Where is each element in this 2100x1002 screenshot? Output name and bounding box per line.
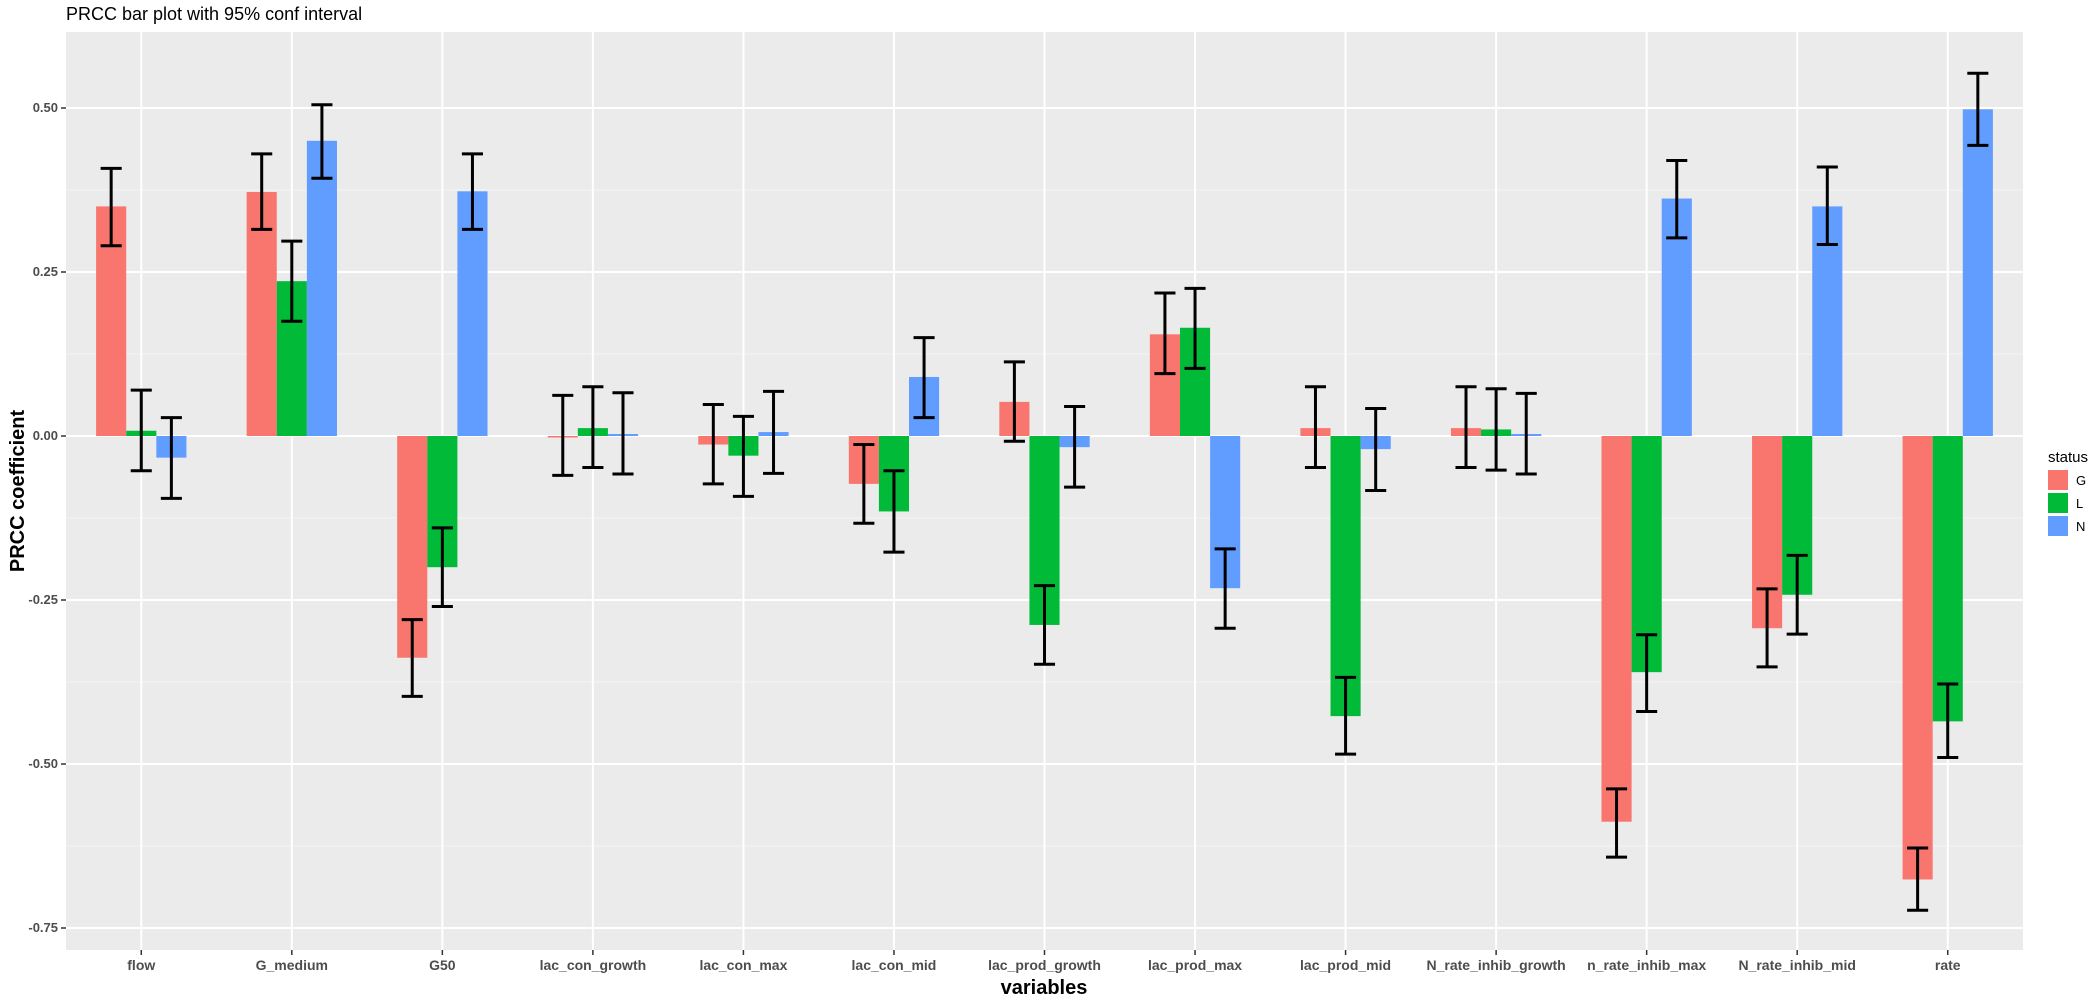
y-tick-label: 0.00 [33,428,58,443]
error-bar [1154,291,1176,376]
bar-l [1330,436,1361,717]
error-bar [1937,682,1959,759]
x-tick-label: flow [127,957,155,973]
bar-n [306,140,337,437]
bar-l [1631,436,1662,673]
error-bar [311,103,333,180]
legend-swatch-l [2048,493,2068,513]
error-bar [582,385,604,469]
x-tick-label: N_rate_inhib_growth [1426,957,1565,973]
error-bar [281,239,303,323]
legend-label-l: L [2076,496,2083,511]
legend-swatch-g [2048,470,2068,490]
chart-title: PRCC bar plot with 95% conf interval [66,4,363,24]
error-bar [1064,404,1086,489]
error-bar [762,389,785,475]
error-bar [1967,71,1989,147]
error-bar [1485,387,1507,472]
x-tick-label: n_rate_inhib_max [1587,957,1706,973]
error-bar [1365,406,1387,492]
y-tick-label: -0.50 [28,756,58,771]
error-bar [732,414,754,498]
grid-lines [66,32,2023,950]
error-bar [1816,165,1838,246]
error-bar [1756,587,1778,669]
error-bar [130,388,152,473]
bar-g [246,191,277,436]
x-tick-label: rate [1935,957,1961,973]
error-bar [1907,846,1929,912]
error-bar [913,336,935,420]
x-axis-ticks: flow G_medium G50 lac_con_growth lac_con_max… [127,950,1961,973]
x-tick-label: lac_con_max [699,957,787,973]
error-bar [160,416,182,500]
error-bar [1335,675,1357,756]
x-tick-label: lac_con_growth [540,957,647,973]
error-bar [1636,633,1658,714]
error-bar [461,152,483,231]
x-tick-label: N_rate_inhib_mid [1738,957,1855,973]
error-bar [1003,360,1025,443]
error-bar [431,526,453,609]
error-bar [100,166,122,248]
legend: status GLN [2048,449,2088,536]
y-tick-label: -0.75 [28,920,58,935]
y-tick-label: -0.25 [28,592,58,607]
error-bar [702,403,724,486]
bar-n [1962,109,1993,436]
error-bar [1515,391,1537,476]
error-bars [100,71,1989,912]
error-bar [1606,787,1628,859]
y-axis-ticks: 0.50 0.25 0.00 -0.25 -0.50 -0.75 [28,100,66,935]
error-bar [1666,158,1688,240]
x-tick-label: G50 [429,957,456,973]
error-bar [1184,286,1206,370]
bar-g [1902,436,1933,880]
legend-label-g: G [2076,473,2086,488]
error-bar [251,152,273,231]
error-bar [552,393,574,477]
legend-swatch-n [2048,516,2068,536]
x-tick-label: lac_prod_growth [988,957,1101,973]
legend-label-n: N [2076,519,2085,534]
error-bar [612,391,634,476]
y-tick-label: 0.25 [33,264,58,279]
error-bar [853,443,875,525]
bar-l [1932,436,1963,722]
error-bar [1214,547,1236,630]
error-bar [1786,553,1808,636]
error-bar [1304,385,1327,469]
x-tick-label: lac_con_mid [852,957,937,973]
x-tick-label: lac_prod_max [1148,957,1242,973]
y-tick-label: 0.50 [33,100,58,115]
x-axis-label: variables [1001,977,1088,999]
error-bar [1033,584,1056,666]
legend-title: status [2048,449,2088,466]
error-bar [883,469,905,554]
x-tick-label: G_medium [256,957,328,973]
x-tick-label: lac_prod_mid [1300,957,1391,973]
error-bar [1455,385,1477,469]
y-axis-label: PRCC coefficient [7,410,29,573]
bar-g [1601,436,1632,822]
bar-n [457,191,488,436]
error-bar [401,618,423,698]
